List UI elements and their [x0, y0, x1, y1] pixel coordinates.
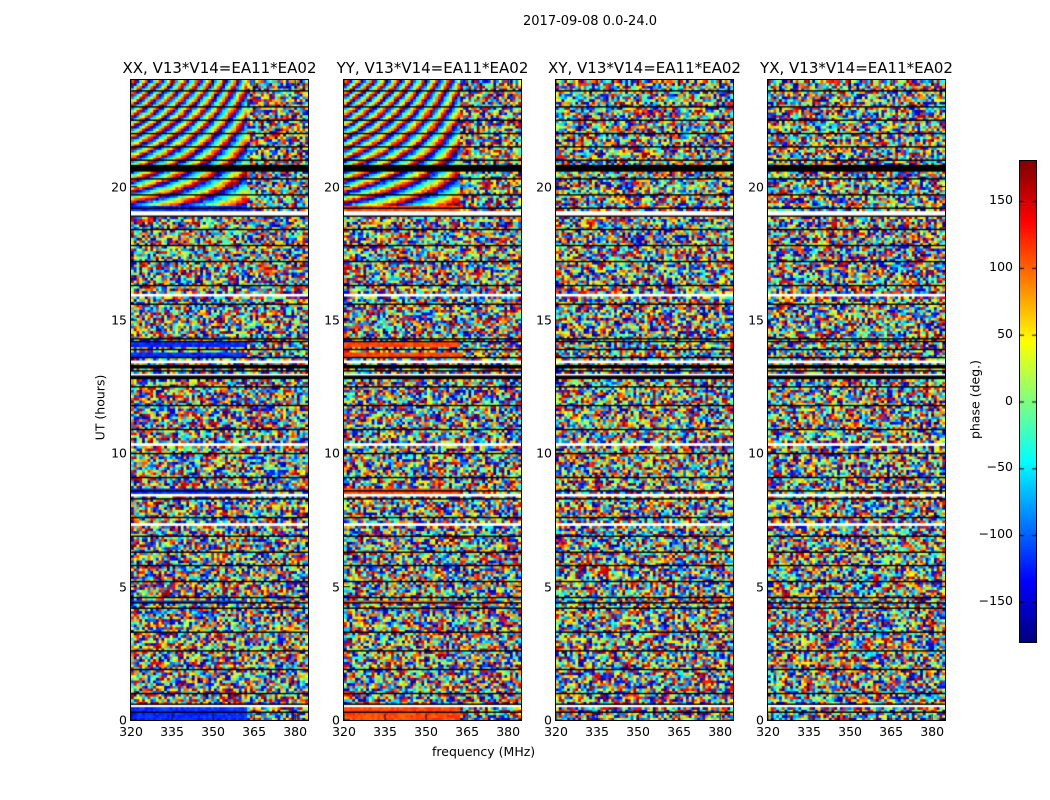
x-tick-label: 365 [455, 724, 480, 739]
x-axis-label: frequency (MHz) [432, 744, 536, 759]
y-tick-label: 0 [544, 712, 552, 728]
x-tick-label: 365 [242, 724, 267, 739]
x-tick-label: 365 [879, 724, 904, 739]
y-tick-label: 0 [119, 712, 127, 728]
phase-heatmap [343, 79, 522, 721]
colorbar-tick-label: −100 [978, 526, 1013, 542]
y-tick-label: 10 [748, 445, 764, 461]
colorbar-tick-label: 50 [997, 325, 1013, 341]
x-tick-label: 335 [585, 724, 609, 739]
y-tick-label: 15 [536, 312, 552, 328]
y-tick-label: 5 [119, 579, 127, 595]
y-tick-label: 20 [111, 179, 127, 195]
y-tick-label: 10 [111, 445, 127, 461]
x-tick-label: 335 [797, 724, 821, 739]
y-tick-label: 10 [536, 445, 552, 461]
x-tick-label: 350 [201, 724, 225, 739]
y-tick-label: 0 [756, 712, 764, 728]
y-tick-label: 5 [756, 579, 764, 595]
x-tick-label: 320 [544, 724, 568, 739]
colorbar [1019, 160, 1037, 643]
y-tick-label: 15 [111, 312, 127, 328]
phase-heatmap [767, 79, 946, 721]
y-tick-label: 5 [544, 579, 552, 595]
y-tick-label: 20 [324, 179, 340, 195]
colorbar-tick-label: −50 [986, 459, 1013, 475]
panel-title: YX, V13*V14=EA11*EA02 [760, 59, 953, 77]
x-tick-label: 380 [283, 724, 308, 739]
y-tick-label: 0 [332, 712, 340, 728]
x-tick-label: 335 [373, 724, 397, 739]
colorbar-tick-label: 100 [989, 258, 1013, 274]
x-tick-label: 350 [626, 724, 650, 739]
y-tick-label: 5 [332, 579, 340, 595]
x-tick-label: 335 [160, 724, 184, 739]
x-tick-label: 320 [756, 724, 780, 739]
x-tick-label: 380 [496, 724, 521, 739]
y-tick-label: 10 [324, 445, 340, 461]
y-tick-label: 15 [748, 312, 764, 328]
x-tick-label: 380 [920, 724, 945, 739]
x-tick-label: 350 [838, 724, 862, 739]
phase-heatmap [555, 79, 734, 721]
colorbar-tick-label: −150 [978, 592, 1013, 608]
x-tick-label: 365 [667, 724, 692, 739]
y-tick-label: 15 [324, 312, 340, 328]
colorbar-label: phase (deg.) [967, 360, 983, 439]
suptitle: 2017-09-08 0.0-24.0 [523, 14, 657, 29]
panel-title: XY, V13*V14=EA11*EA02 [548, 59, 741, 77]
x-tick-label: 350 [414, 724, 438, 739]
x-tick-label: 320 [119, 724, 143, 739]
panel-title: YY, V13*V14=EA11*EA02 [336, 59, 529, 77]
phase-heatmap [130, 79, 309, 721]
colorbar-tick-label: 150 [989, 192, 1013, 208]
x-tick-label: 380 [708, 724, 733, 739]
y-tick-label: 20 [536, 179, 552, 195]
y-tick-label: 20 [748, 179, 764, 195]
y-axis-label: UT (hours) [92, 374, 108, 441]
x-tick-label: 320 [332, 724, 356, 739]
colorbar-tick-label: 0 [1005, 392, 1013, 408]
panel-title: XX, V13*V14=EA11*EA02 [122, 59, 317, 77]
